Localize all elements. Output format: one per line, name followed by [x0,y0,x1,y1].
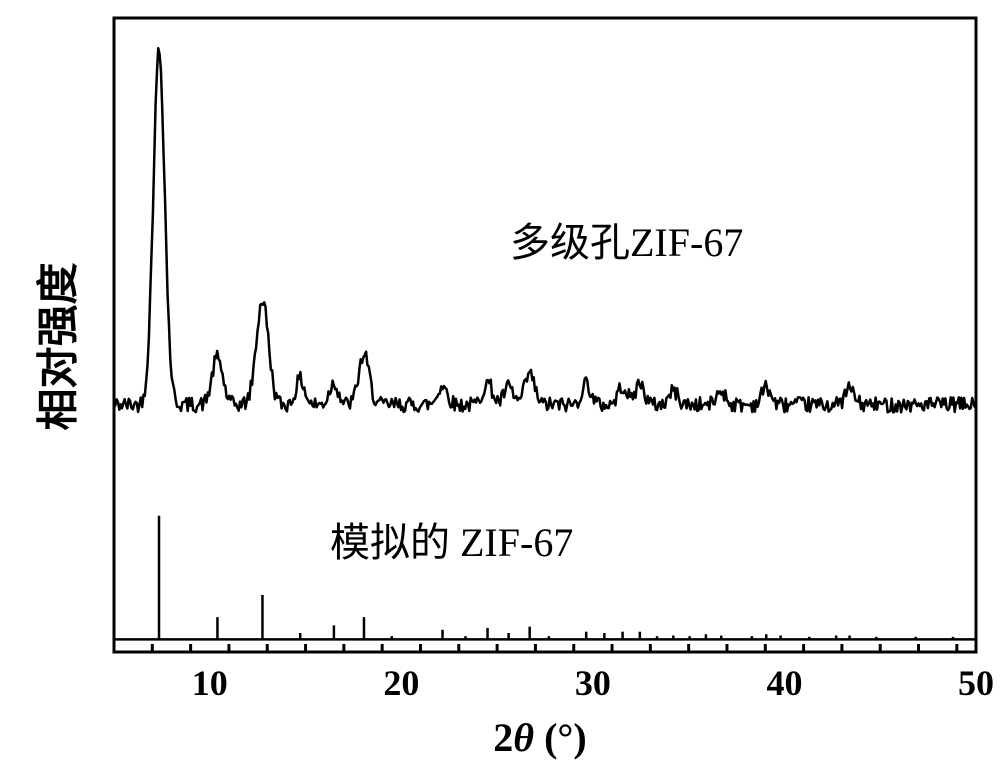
x-axis-label-theta: θ [513,715,534,760]
xrd-figure: 相对强度 多级孔ZIF-67 模拟的 ZIF-67 1020304050 2θ … [0,0,1000,772]
x-tick-label: 50 [936,662,1000,704]
x-axis-label-unit: (°) [534,715,587,760]
x-tick-label: 30 [553,662,633,704]
x-axis-label-two: 2 [493,715,513,760]
x-axis-label: 2θ (°) [0,714,1000,761]
x-tick-label: 20 [361,662,441,704]
x-tick-label: 10 [170,662,250,704]
x-tick-label: 40 [744,662,824,704]
plot-svg [0,0,1000,772]
